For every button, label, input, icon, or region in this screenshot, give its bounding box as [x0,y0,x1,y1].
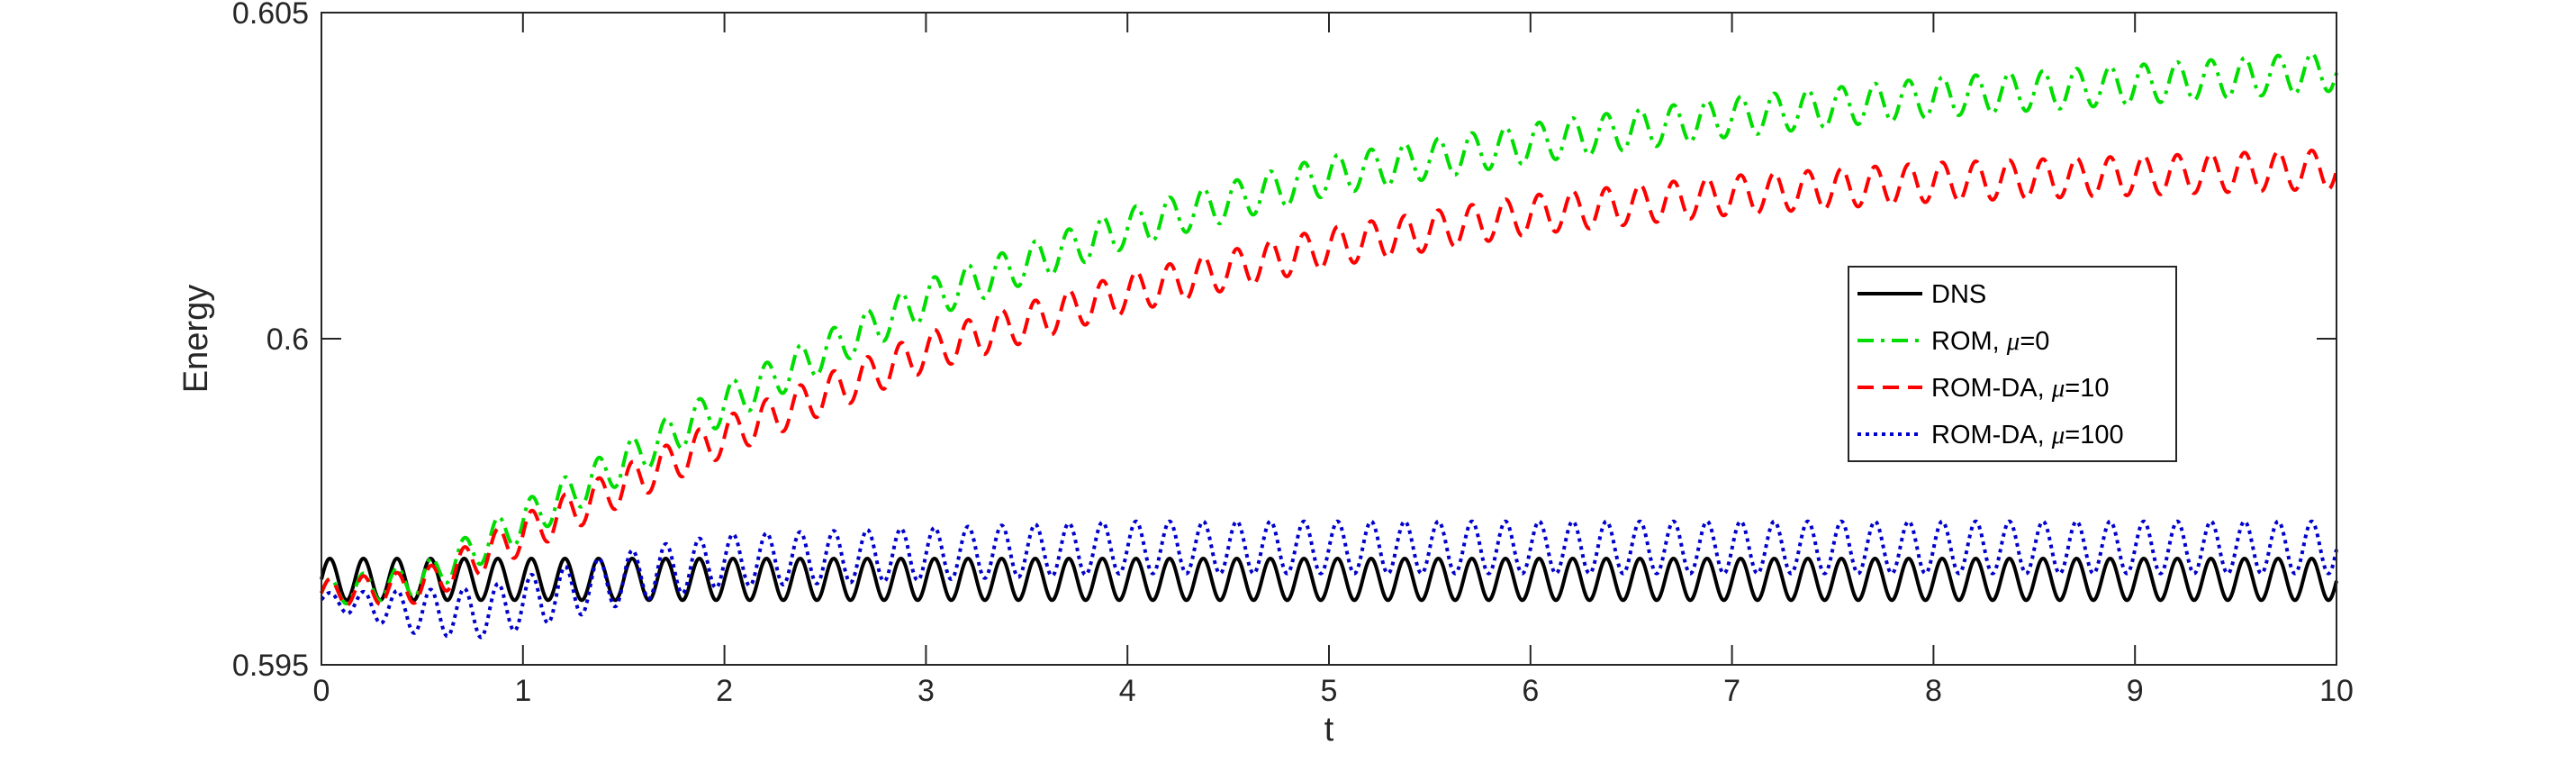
series-line-1 [320,51,2338,606]
y-tick-label: 0.595 [232,649,309,683]
x-tick-label: 6 [1522,674,1539,708]
legend-entry-2: ROM-DA, μ=10 [1931,374,2109,403]
y-axis-label: Energy [177,285,215,393]
legend-entry-prefix: ROM, [1931,327,2007,356]
x-tick-label: 2 [716,674,733,708]
legend-entry-prefix: ROM-DA, [1931,421,2052,450]
x-tick-label: 1 [514,674,531,708]
x-tick-label: 0 [313,674,330,708]
legend-entry-mu: μ [2051,421,2065,450]
x-tick-label: 4 [1119,674,1136,708]
series-line-2 [320,148,2338,607]
series-line-0 [320,556,2338,603]
plot-lines [320,51,2338,640]
x-axis: 0 1 2 3 4 5 6 7 8 9 10 [313,13,2354,708]
legend-entry-0: DNS [1931,280,1986,309]
y-tick-label: 0.6 [267,322,309,357]
legend-entry-1: ROM, μ=0 [1931,327,2049,356]
x-tick-label: 5 [1321,674,1338,708]
series-line-3 [320,519,2338,640]
x-tick-label: 10 [2319,674,2354,708]
x-axis-label: t [1324,711,1334,749]
legend-entry-suffix: =0 [2020,327,2049,356]
x-tick-label: 8 [1925,674,1942,708]
legend-entry-suffix: =100 [2065,421,2123,450]
legend-entry-mu: μ [2051,374,2065,403]
x-tick-label: 3 [917,674,935,708]
legend-entry-suffix: =10 [2065,374,2109,403]
x-tick-label: 9 [2127,674,2144,708]
legend-entry-mu: μ [2006,327,2020,356]
y-tick-label: 0.605 [232,0,309,31]
legend-entry-prefix: ROM-DA, [1931,374,2052,403]
x-tick-label: 7 [1723,674,1740,708]
legend-box [1848,266,2177,462]
legend-entry-3: ROM-DA, μ=100 [1931,421,2124,450]
y-axis: 0.595 0.6 0.605 [232,0,2336,683]
legend-entry-prefix: DNS [1931,280,1986,309]
